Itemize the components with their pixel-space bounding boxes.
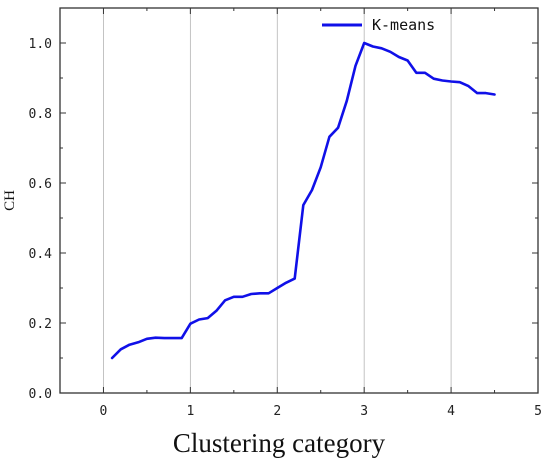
y-tick-label: 1.0 — [29, 37, 52, 52]
x-axis-label: Clustering category — [173, 428, 386, 458]
plot-frame — [59, 7, 539, 394]
y-tick-label: 0.6 — [29, 177, 52, 192]
grid — [103, 8, 452, 393]
axis-ticks — [59, 7, 539, 394]
y-tick-label: 0.8 — [29, 107, 52, 122]
x-tick-label: 4 — [447, 404, 455, 419]
y-tick-label: 0.4 — [29, 247, 53, 262]
x-tick-label: 3 — [360, 404, 368, 419]
legend-label-k-means: K-means — [372, 16, 435, 34]
x-tick-label: 5 — [534, 404, 542, 419]
y-tick-label: 0.2 — [29, 317, 52, 332]
series-line-k-means — [110, 41, 496, 360]
tick-labels: 0 1 2 3 4 5 0.0 0.2 0.4 0.6 0.8 1.0 — [29, 37, 542, 419]
x-tick-label: 1 — [186, 404, 194, 419]
series-layer — [110, 41, 496, 360]
x-tick-label: 0 — [100, 404, 108, 419]
y-axis-label: CH — [2, 190, 18, 211]
y-tick-label: 0.0 — [29, 387, 52, 402]
x-tick-label: 2 — [273, 404, 281, 419]
legend: K-means — [322, 16, 435, 34]
